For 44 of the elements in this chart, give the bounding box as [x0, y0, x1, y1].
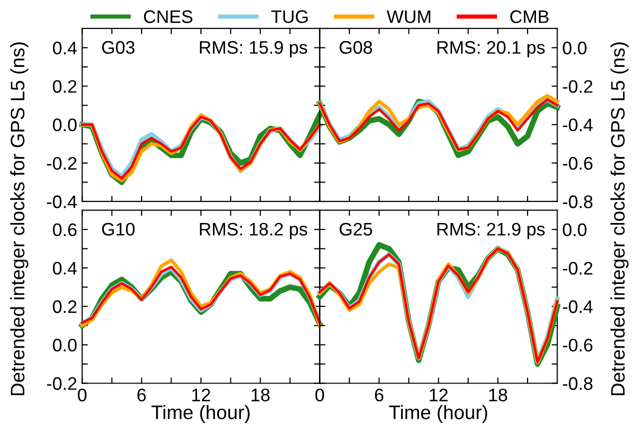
- annotation: G25: [340, 222, 372, 236]
- annotation: RMS: 21.9 ps: [437, 222, 545, 240]
- x-tick-label: 18: [489, 388, 508, 402]
- y2-tick-label: -0.2: [562, 262, 592, 275]
- x-tick-label: 12: [192, 388, 210, 402]
- y2-tick-label: -0.8: [562, 195, 592, 208]
- annotation: RMS: 20.1 ps: [437, 41, 545, 58]
- y2-axis-title: Detrended integer clocks for GPS L5 (ns): [610, 42, 629, 396]
- annotation: G08: [340, 41, 372, 54]
- y-tick-label: 0.0: [52, 338, 77, 352]
- y2-tick-label: -0.4: [562, 300, 593, 314]
- y2-tick-label: -0.6: [562, 156, 592, 170]
- y-tick-label: -0.2: [47, 156, 76, 170]
- legend-label: CNES: [144, 10, 192, 24]
- y-tick-label: 0.4: [52, 262, 77, 275]
- x-tick-label: 6: [375, 388, 384, 402]
- y-tick-label: 0.4: [52, 42, 77, 54]
- y-tick-label: 0.2: [52, 80, 76, 93]
- x-tick-label: 12: [430, 388, 448, 402]
- y-tick-label: 0.2: [52, 300, 76, 314]
- annotation: G03: [102, 41, 135, 54]
- annotation: RMS: 18.2 ps: [200, 222, 308, 240]
- x-tick-label: 6: [137, 388, 146, 402]
- legend-label: TUG: [271, 10, 308, 24]
- x-tick-label: 18: [252, 388, 270, 402]
- legend-label: WUM: [386, 10, 430, 24]
- y2-tick-label: -0.2: [562, 80, 592, 93]
- y-axis-title: Detrended integer clocks for GPS L5 (ns): [10, 42, 28, 396]
- x-axis-title: Time (hour): [389, 404, 488, 424]
- y-tick-label: -0.4: [47, 195, 77, 208]
- y2-tick-label: -0.4: [562, 118, 593, 132]
- annotation: G10: [102, 222, 135, 236]
- y-tick-label: 0.6: [52, 223, 77, 236]
- y2-tick-label: -0.6: [562, 338, 592, 352]
- y2-tick-label: 0.0: [562, 42, 587, 54]
- y-tick-label: -0.2: [47, 377, 76, 390]
- x-axis-title: Time (hour): [152, 404, 250, 424]
- y2-tick-label: -0.8: [562, 377, 592, 390]
- y-tick-label: 0.0: [52, 118, 77, 132]
- legend-label: CMB: [510, 10, 549, 24]
- annotation: RMS: 15.9 ps: [200, 41, 308, 58]
- y2-tick-label: 0.0: [562, 223, 587, 236]
- x-tick-label: 0: [315, 388, 324, 402]
- x-tick-label: 0: [78, 388, 86, 402]
